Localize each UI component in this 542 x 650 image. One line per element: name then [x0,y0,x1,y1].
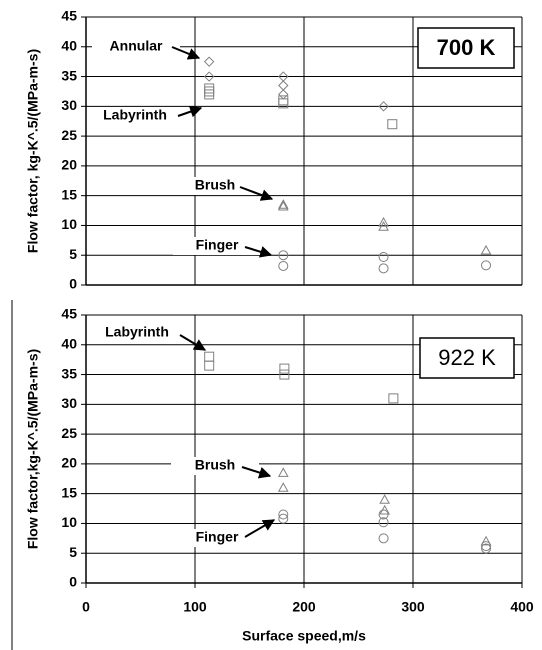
x-axis-label: Surface speed,m/s [242,628,366,644]
series-annotation: Labyrinth [103,107,167,123]
point [279,363,290,374]
y-tick-label: 5 [69,246,77,262]
annotation-arrow [239,186,274,201]
y-tick-label: 20 [61,157,77,173]
series-annotation: Brush [195,177,235,193]
point [481,543,492,554]
point [387,119,398,130]
point [378,216,389,227]
series-annotation: Labyrinth [105,324,169,340]
chart-title: 700 K [437,35,496,60]
annotation-bg [91,107,179,125]
point [379,494,391,504]
x-tick-label: 0 [82,599,90,615]
y-axis-label: Flow factor,kg-K^.5/(MPa-m-s) [25,349,41,549]
annotation-bg [173,237,261,255]
annotation-bg [171,457,259,475]
annotation-arrow [244,246,273,258]
y-tick-label: 35 [61,365,77,381]
y-tick-label: 0 [69,574,77,590]
x-tick-label: 400 [510,599,534,615]
y-tick-label: 30 [61,97,77,113]
point [204,89,215,100]
annotation-arrow [179,334,207,351]
title-box [419,337,515,379]
point [480,244,492,255]
y-tick-label: 25 [61,425,77,441]
y-tick-label: 15 [61,186,77,202]
point [279,369,290,380]
y-tick-label: 25 [61,127,77,143]
point [378,263,389,274]
y-axis-label: Flow factor, kg-K^.5/(MPa-m-s) [25,49,41,253]
point [378,101,389,112]
series-annotation: Finger [196,237,239,253]
point [278,260,289,271]
x-tick-label: 200 [292,599,316,615]
annotation-arrow [241,466,272,479]
series-annotation: Annular [110,38,163,54]
y-tick-label: 45 [61,8,77,24]
x-tick-label: 300 [401,599,425,615]
point [378,221,389,231]
point [203,71,215,82]
y-tick-label: 10 [61,216,77,232]
point [204,83,215,94]
point [278,509,289,520]
point [378,533,389,544]
point [278,98,289,109]
y-tick-label: 40 [61,37,77,53]
point [204,360,215,371]
point [481,541,492,552]
point [278,89,289,100]
point [480,535,492,546]
x-tick-label: 100 [183,599,207,615]
y-tick-label: 45 [61,306,77,322]
annotation-bg [173,529,261,547]
point [481,260,492,271]
y-tick-label: 5 [69,544,77,560]
point [388,393,399,404]
point [378,509,389,520]
y-tick-label: 15 [61,484,77,500]
annotation-bg [171,177,259,195]
annotation-bg [93,324,181,342]
point [204,86,215,97]
y-tick-label: 35 [61,67,77,83]
annotation-arrow [171,46,201,60]
point [378,252,389,263]
annotation-bg [92,38,180,56]
point [203,56,215,67]
point [277,467,289,477]
point [277,200,289,211]
y-tick-label: 0 [69,276,77,292]
y-tick-label: 20 [61,455,77,471]
annotation-arrow [177,105,203,118]
annotation-arrow [244,519,276,538]
point [278,95,289,106]
point [204,351,215,362]
point [278,513,289,524]
chart-title: 922 K [438,345,496,370]
y-tick-label: 40 [61,335,77,351]
point [278,250,289,261]
y-tick-label: 10 [61,514,77,530]
point [278,80,289,91]
series-annotation: Finger [196,529,239,545]
y-tick-label: 30 [61,395,77,411]
point [378,517,389,528]
point [277,482,289,492]
point [277,199,289,209]
series-annotation: Brush [195,457,235,473]
title-box [417,27,515,69]
